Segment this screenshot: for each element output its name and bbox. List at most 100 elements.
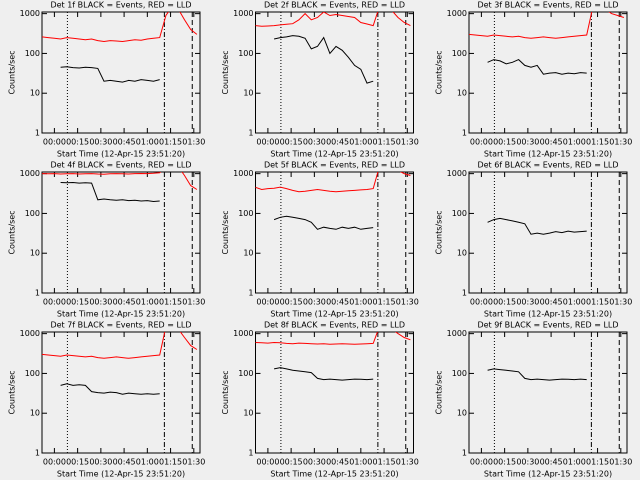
chart-title: Det 1f BLACK = Events, RED = LLD bbox=[50, 1, 191, 10]
plot-frame bbox=[468, 171, 628, 294]
chart-title: Det 3f BLACK = Events, RED = LLD bbox=[477, 1, 618, 10]
x-tick-label: 00:30 bbox=[516, 458, 539, 467]
plot-frame bbox=[255, 11, 414, 134]
y-tick-label: 1000 bbox=[447, 9, 467, 18]
x-tick-label: 00:45 bbox=[326, 298, 349, 307]
y-tick-label: 1 bbox=[35, 129, 40, 138]
x-tick-label: 00:15 bbox=[66, 138, 89, 147]
y-tick-label: 10 bbox=[457, 89, 467, 98]
y-tick-label: 100 bbox=[25, 369, 40, 378]
y-axis-label: Counts/sec bbox=[8, 370, 17, 414]
y-axis-label: Counts/sec bbox=[8, 210, 17, 254]
x-tick-label: 00:30 bbox=[516, 138, 539, 147]
y-axis-label: Counts/sec bbox=[435, 370, 444, 414]
series-line bbox=[42, 332, 198, 359]
x-tick-label: 00:00 bbox=[256, 458, 279, 467]
x-tick-label: 00:30 bbox=[303, 298, 326, 307]
series-line bbox=[487, 59, 587, 75]
x-tick-label: 00:15 bbox=[66, 298, 89, 307]
x-tick-label: 01:15 bbox=[373, 458, 396, 467]
series-line bbox=[255, 172, 411, 193]
x-tick-label: 01:15 bbox=[586, 298, 609, 307]
panel: Det 7f BLACK = Events, RED = LLD Start Ti… bbox=[8, 321, 206, 479]
series-line bbox=[487, 368, 587, 381]
series-line bbox=[469, 12, 625, 39]
chart-title: Det 7f BLACK = Events, RED = LLD bbox=[50, 321, 191, 330]
panel: Det 5f BLACK = Events, RED = LLD Start Ti… bbox=[221, 161, 419, 319]
x-tick-label: 00:45 bbox=[326, 458, 349, 467]
x-tick-label: 01:15 bbox=[159, 458, 182, 467]
x-axis-label: Start Time (12-Apr-15 23:51:20) bbox=[57, 470, 185, 479]
x-tick-label: 01:30 bbox=[609, 298, 632, 307]
x-tick-label: 00:00 bbox=[470, 298, 493, 307]
x-tick-label: 00:45 bbox=[540, 458, 563, 467]
panel: Det 6f BLACK = Events, RED = LLD Start Ti… bbox=[435, 161, 633, 319]
y-tick-label: 100 bbox=[238, 209, 253, 218]
y-tick-label: 1 bbox=[462, 289, 467, 298]
x-axis-label: Start Time (12-Apr-15 23:51:20) bbox=[484, 150, 612, 159]
x-tick-label: 00:45 bbox=[540, 298, 563, 307]
x-tick-label: 00:45 bbox=[326, 138, 349, 147]
x-tick-label: 00:45 bbox=[113, 458, 136, 467]
chart-title: Det 5f BLACK = Events, RED = LLD bbox=[264, 161, 405, 170]
y-axis-label: Counts/sec bbox=[435, 210, 444, 254]
x-tick-label: 00:30 bbox=[303, 138, 326, 147]
x-tick-label: 01:00 bbox=[563, 458, 586, 467]
x-tick-label: 01:15 bbox=[586, 138, 609, 147]
series-line bbox=[60, 383, 160, 395]
y-tick-label: 1000 bbox=[20, 329, 40, 338]
x-tick-label: 00:15 bbox=[493, 298, 516, 307]
y-tick-label: 1 bbox=[248, 449, 253, 458]
y-axis-label: Counts/sec bbox=[8, 50, 17, 94]
y-axis-label: Counts/sec bbox=[221, 370, 230, 414]
x-tick-label: 01:00 bbox=[563, 138, 586, 147]
x-axis-label: Start Time (12-Apr-15 23:51:20) bbox=[57, 150, 185, 159]
x-tick-label: 00:00 bbox=[256, 298, 279, 307]
chart-title: Det 4f BLACK = Events, RED = LLD bbox=[50, 161, 191, 170]
x-tick-label: 01:30 bbox=[396, 138, 419, 147]
x-tick-label: 00:00 bbox=[256, 138, 279, 147]
y-tick-label: 100 bbox=[25, 209, 40, 218]
x-tick-label: 00:00 bbox=[43, 138, 66, 147]
y-tick-label: 1000 bbox=[233, 169, 253, 178]
y-tick-label: 100 bbox=[452, 369, 467, 378]
y-tick-label: 1000 bbox=[447, 329, 467, 338]
x-tick-label: 00:00 bbox=[470, 458, 493, 467]
x-tick-label: 00:00 bbox=[43, 298, 66, 307]
y-tick-label: 10 bbox=[457, 249, 467, 258]
y-tick-label: 100 bbox=[452, 209, 467, 218]
panel: Det 9f BLACK = Events, RED = LLD Start Ti… bbox=[435, 321, 633, 479]
y-tick-label: 1000 bbox=[233, 9, 253, 18]
x-tick-label: 00:45 bbox=[113, 138, 136, 147]
x-tick-label: 01:00 bbox=[349, 458, 372, 467]
plot-frame bbox=[468, 11, 628, 134]
y-axis-label: Counts/sec bbox=[221, 50, 230, 94]
x-tick-label: 01:15 bbox=[373, 138, 396, 147]
x-tick-label: 00:30 bbox=[516, 298, 539, 307]
y-tick-label: 1 bbox=[248, 129, 253, 138]
panel: Det 4f BLACK = Events, RED = LLD Start Ti… bbox=[8, 161, 206, 319]
plot-frame bbox=[41, 331, 201, 454]
x-tick-label: 00:15 bbox=[493, 458, 516, 467]
plot-frame bbox=[468, 331, 628, 454]
y-tick-label: 1 bbox=[462, 449, 467, 458]
chart-title: Det 2f BLACK = Events, RED = LLD bbox=[264, 1, 405, 10]
plot-frame bbox=[255, 331, 414, 454]
series-line bbox=[255, 12, 411, 27]
x-axis-label: Start Time (12-Apr-15 23:51:20) bbox=[270, 150, 398, 159]
y-tick-label: 1000 bbox=[447, 169, 467, 178]
series-line bbox=[60, 66, 160, 83]
chart-title: Det 9f BLACK = Events, RED = LLD bbox=[477, 321, 618, 330]
series-line bbox=[273, 367, 374, 381]
x-axis-label: Start Time (12-Apr-15 23:51:20) bbox=[270, 310, 398, 319]
y-tick-label: 1000 bbox=[20, 169, 40, 178]
x-tick-label: 01:30 bbox=[609, 138, 632, 147]
x-tick-label: 01:15 bbox=[159, 138, 182, 147]
x-tick-label: 01:00 bbox=[136, 138, 159, 147]
plot-frame bbox=[41, 11, 201, 134]
x-tick-label: 01:00 bbox=[349, 138, 372, 147]
y-tick-label: 10 bbox=[30, 249, 40, 258]
y-tick-label: 10 bbox=[30, 409, 40, 418]
plot-frame bbox=[255, 171, 414, 294]
